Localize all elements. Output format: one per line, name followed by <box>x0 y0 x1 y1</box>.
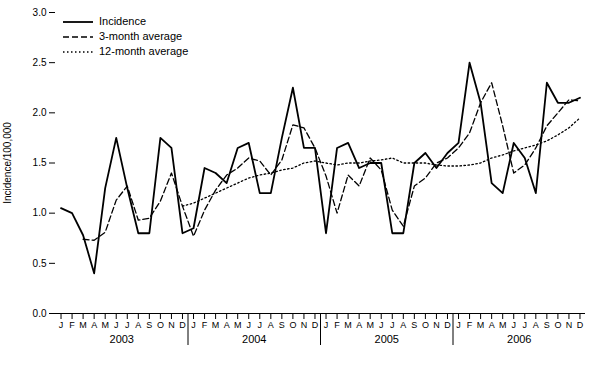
svg-text:2.0: 2.0 <box>33 107 47 118</box>
svg-text:S: S <box>146 320 152 330</box>
svg-text:S: S <box>279 320 285 330</box>
svg-text:J: J <box>523 320 528 330</box>
svg-text:O: O <box>422 320 429 330</box>
svg-text:D: D <box>444 320 451 330</box>
svg-text:D: D <box>179 320 186 330</box>
svg-text:M: M <box>499 320 507 330</box>
svg-text:A: A <box>268 320 274 330</box>
svg-text:J: J <box>511 320 516 330</box>
svg-text:J: J <box>59 320 64 330</box>
svg-text:D: D <box>312 320 319 330</box>
svg-text:1.0: 1.0 <box>33 207 47 218</box>
svg-text:2003: 2003 <box>110 333 134 345</box>
svg-text:A: A <box>356 320 362 330</box>
svg-text:J: J <box>324 320 329 330</box>
svg-text:M: M <box>344 320 352 330</box>
svg-text:N: N <box>433 320 440 330</box>
svg-text:2004: 2004 <box>242 333 266 345</box>
svg-text:A: A <box>400 320 406 330</box>
svg-text:A: A <box>489 320 495 330</box>
svg-text:J: J <box>125 320 130 330</box>
svg-text:M: M <box>234 320 242 330</box>
svg-text:O: O <box>157 320 164 330</box>
html-text:Incidence: Incidence <box>99 15 147 27</box>
svg-text:J: J <box>379 320 384 330</box>
svg-text:N: N <box>301 320 308 330</box>
svg-text:F: F <box>467 320 473 330</box>
svg-text:F: F <box>69 320 75 330</box>
svg-text:0.5: 0.5 <box>33 258 47 269</box>
svg-text:J: J <box>456 320 461 330</box>
svg-text:1.5: 1.5 <box>33 157 47 168</box>
svg-text:J: J <box>390 320 395 330</box>
svg-text:M: M <box>477 320 485 330</box>
html-text:12-month average: 12-month average <box>99 45 189 57</box>
svg-text:M: M <box>101 320 109 330</box>
svg-text:J: J <box>258 320 263 330</box>
svg-text:A: A <box>224 320 230 330</box>
svg-text:M: M <box>212 320 220 330</box>
svg-text:N: N <box>566 320 573 330</box>
svg-text:2005: 2005 <box>375 333 399 345</box>
svg-text:J: J <box>191 320 196 330</box>
svg-text:S: S <box>411 320 417 330</box>
svg-text:A: A <box>533 320 539 330</box>
svg-text:S: S <box>544 320 550 330</box>
svg-text:O: O <box>289 320 296 330</box>
svg-text:Incidence/100,000: Incidence/100,000 <box>2 122 13 204</box>
svg-text:M: M <box>366 320 374 330</box>
svg-text:F: F <box>334 320 340 330</box>
svg-text:J: J <box>246 320 251 330</box>
svg-text:N: N <box>168 320 175 330</box>
svg-text:A: A <box>135 320 141 330</box>
svg-text:D: D <box>577 320 584 330</box>
svg-text:A: A <box>91 320 97 330</box>
svg-text:3.0: 3.0 <box>33 7 47 18</box>
svg-text:J: J <box>114 320 119 330</box>
svg-text:M: M <box>79 320 87 330</box>
svg-text:2006: 2006 <box>507 333 531 345</box>
svg-text:0.0: 0.0 <box>33 308 47 319</box>
html-text:3-month average: 3-month average <box>99 30 183 42</box>
svg-text:O: O <box>554 320 561 330</box>
svg-text:2.5: 2.5 <box>33 57 47 68</box>
svg-text:F: F <box>202 320 208 330</box>
